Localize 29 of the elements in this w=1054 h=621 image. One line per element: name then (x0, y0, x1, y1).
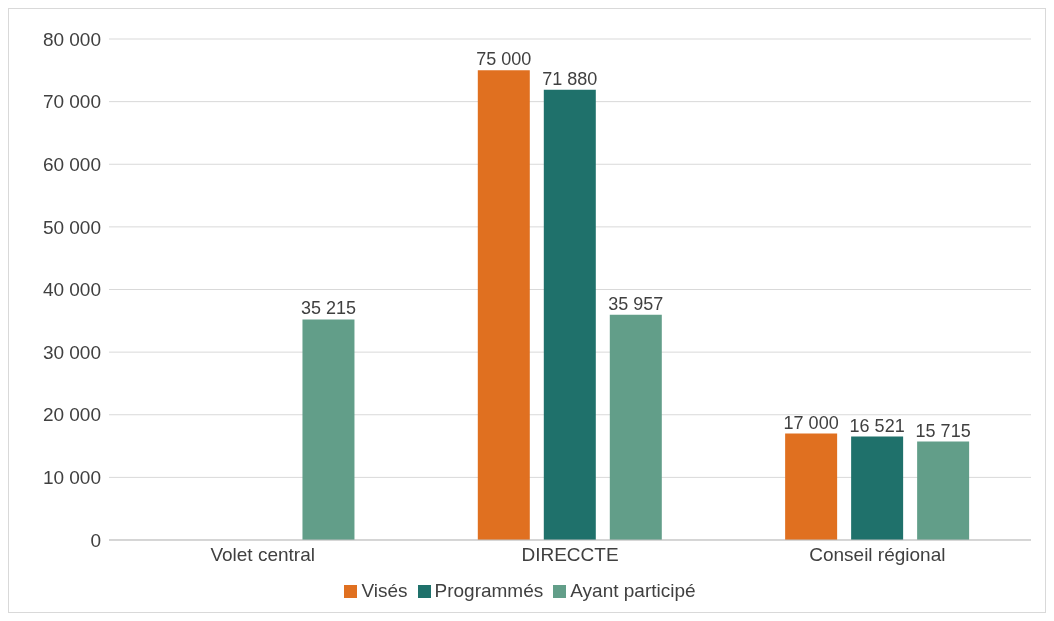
legend-label: Ayant participé (570, 580, 696, 601)
y-tick-label: 40 000 (42, 279, 101, 301)
y-tick-label: 0 (90, 529, 101, 551)
data-label: 15 715 (915, 420, 971, 441)
x-tick-label: Conseil régional (809, 544, 946, 566)
data-label: 71 880 (542, 68, 598, 89)
y-tick-label: 20 000 (42, 404, 101, 426)
data-label: 35 957 (608, 293, 664, 314)
bar (477, 70, 530, 540)
data-label: 35 215 (300, 298, 356, 319)
y-tick-label: 50 000 (42, 216, 101, 238)
bar (543, 89, 596, 540)
legend-label: Visés (361, 580, 408, 601)
x-tick-label: DIRECCTE (521, 544, 619, 566)
data-label: 75 000 (476, 49, 532, 70)
y-tick-label: 10 000 (42, 467, 101, 489)
bar (785, 433, 838, 540)
data-label: 17 000 (783, 412, 839, 433)
bar (917, 441, 970, 540)
y-tick-label: 30 000 (42, 341, 101, 363)
data-label: 16 521 (849, 415, 905, 436)
bar (302, 319, 355, 540)
bar (609, 314, 662, 540)
y-tick-label: 80 000 (42, 28, 101, 50)
bar (851, 436, 904, 540)
y-tick-label: 70 000 (42, 91, 101, 113)
x-tick-label: Volet central (210, 544, 315, 566)
y-tick-label: 60 000 (42, 153, 101, 175)
legend-label: Programmés (434, 580, 544, 601)
